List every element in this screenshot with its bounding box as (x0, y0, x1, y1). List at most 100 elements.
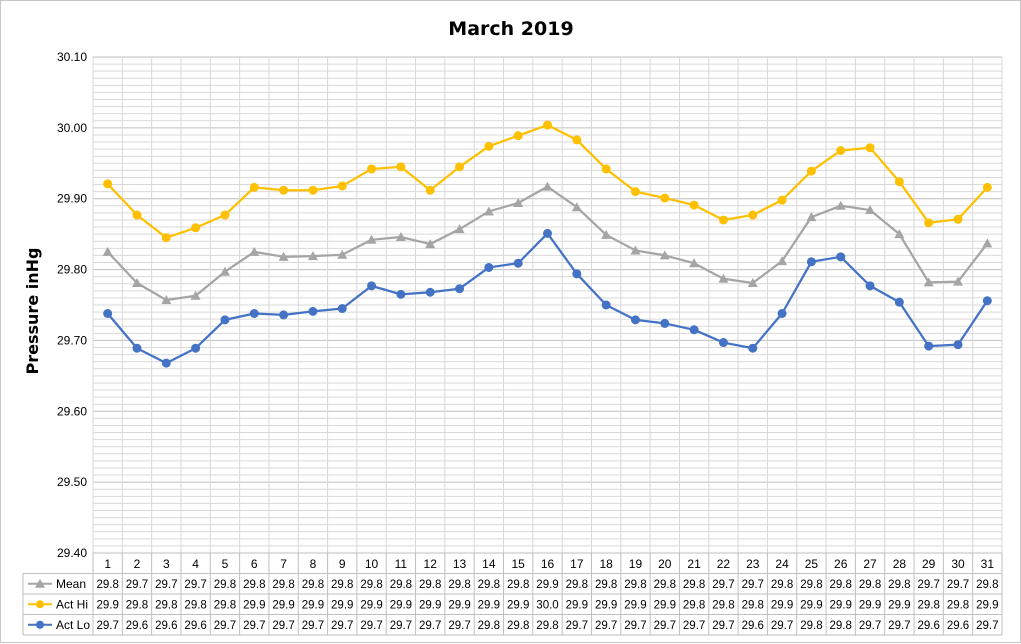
data-point (543, 228, 552, 238)
table-cell: 29.8 (96, 579, 118, 591)
data-point (660, 318, 670, 328)
table-cell: 29.7 (419, 620, 441, 632)
y-axis-ticks: 29.40 29.50 29.60 29.70 29.80 29.90 30.00 30.10 (57, 50, 87, 560)
table-cell: 29.9 (448, 599, 470, 611)
table-cell: 29.6 (742, 620, 764, 632)
data-point (102, 246, 113, 256)
table-cell: 29.8 (976, 579, 998, 591)
data-point (161, 358, 171, 368)
data-point (953, 340, 963, 350)
table-cell: 29.8 (712, 599, 734, 611)
series-layer (102, 120, 993, 368)
x-category-label: 12 (424, 557, 438, 571)
table-cell: 29.8 (888, 579, 910, 591)
legend-marker (36, 600, 44, 609)
data-point (924, 218, 934, 228)
table-cell: 29.8 (243, 579, 265, 591)
data-point (103, 179, 113, 189)
y-tick-label: 30.00 (57, 121, 87, 135)
grid (92, 56, 1003, 554)
table-cell: 29.8 (595, 579, 617, 591)
table-cell: 29.7 (771, 620, 793, 632)
table-cell: 29.7 (390, 620, 412, 632)
data-point (718, 273, 729, 283)
x-category-label: 8 (310, 557, 317, 571)
data-point (689, 200, 699, 210)
table-cell: 29.8 (331, 579, 353, 591)
table-cell: 29.8 (272, 579, 294, 591)
y-tick-label: 29.40 (57, 546, 87, 560)
data-point (630, 187, 640, 197)
table-cell: 29.9 (624, 599, 646, 611)
data-point (425, 287, 435, 297)
table-cell: 29.9 (595, 599, 617, 611)
data-point (279, 310, 289, 320)
data-point (601, 300, 611, 310)
data-point (689, 258, 700, 268)
data-point (747, 278, 758, 288)
table-cell: 29.8 (478, 620, 500, 632)
x-category-label: 29 (922, 557, 936, 571)
table-cell: 29.8 (917, 599, 939, 611)
data-point (455, 284, 465, 294)
table-cell: 29.8 (566, 579, 588, 591)
x-category-label: 21 (687, 557, 701, 571)
data-point (777, 309, 787, 319)
table-cell: 29.8 (478, 579, 500, 591)
x-category-label: 20 (658, 557, 672, 571)
x-category-label: 24 (775, 557, 789, 571)
y-tick-label: 29.60 (57, 404, 87, 418)
data-point (131, 278, 142, 288)
x-category-label: 30 (951, 557, 965, 571)
data-point (835, 200, 846, 210)
data-point (249, 309, 259, 319)
table-cell: 29.6 (917, 620, 939, 632)
data-point (718, 215, 728, 225)
data-point (249, 182, 259, 192)
table-cell: 29.8 (800, 579, 822, 591)
data-point (337, 181, 347, 191)
data-point (982, 238, 993, 248)
table-cell: 29.9 (800, 599, 822, 611)
table-cell: 29.9 (536, 579, 558, 591)
data-point (630, 245, 641, 255)
data-point (219, 266, 230, 276)
table-cell: 29.7 (859, 620, 881, 632)
table-cell: 30.0 (536, 599, 558, 611)
table-cell: 29.7 (712, 579, 734, 591)
table-cell: 29.8 (360, 579, 382, 591)
data-point (191, 343, 201, 353)
x-category-label: 18 (599, 557, 613, 571)
table-cell: 29.9 (507, 599, 529, 611)
table-cell: 29.6 (155, 620, 177, 632)
data-point (982, 296, 992, 306)
table-cell: 29.7 (654, 620, 676, 632)
table-cell: 29.7 (360, 620, 382, 632)
x-category-label: 5 (222, 557, 229, 571)
data-point (425, 239, 436, 249)
data-point (836, 252, 846, 262)
data-point (454, 224, 465, 234)
data-point (571, 202, 582, 212)
table-cell: 29.9 (771, 599, 793, 611)
table-cell: 29.8 (448, 579, 470, 591)
data-point (367, 164, 377, 174)
y-tick-label: 29.80 (57, 263, 87, 277)
table-cell: 29.7 (126, 579, 148, 591)
table-cell: 29.7 (947, 579, 969, 591)
data-point (132, 210, 142, 220)
data-point (190, 290, 201, 300)
y-tick-label: 30.10 (57, 50, 87, 64)
table-cell: 29.8 (536, 620, 558, 632)
table-cell: 29.7 (96, 620, 118, 632)
data-point (249, 246, 260, 256)
table-cell: 29.9 (243, 599, 265, 611)
table-cell: 29.7 (595, 620, 617, 632)
table-cell: 29.8 (390, 579, 412, 591)
y-tick-label: 29.50 (57, 475, 87, 489)
table-cell: 29.8 (742, 599, 764, 611)
table-cell: 29.8 (830, 620, 852, 632)
x-category-label: 26 (834, 557, 848, 571)
